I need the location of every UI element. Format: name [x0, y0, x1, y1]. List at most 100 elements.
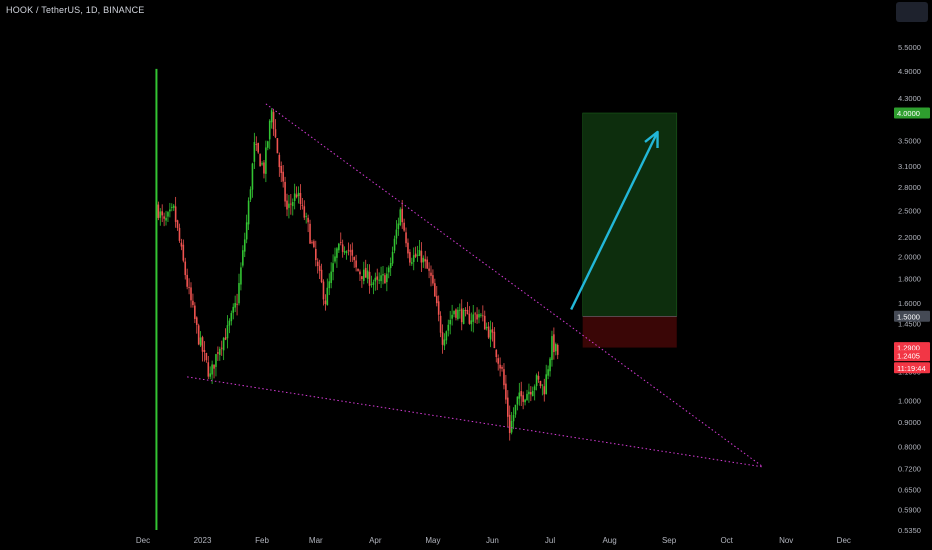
y-tick-label: 1.0000: [898, 396, 921, 405]
x-tick-label: Oct: [720, 536, 733, 545]
candle-body: [336, 248, 338, 258]
candle-body: [232, 306, 235, 313]
candle-body: [451, 314, 453, 319]
candle-body: [462, 309, 465, 324]
candle-body: [280, 166, 283, 174]
candle-body: [286, 200, 288, 210]
candle-body: [326, 287, 329, 306]
candle-body: [217, 352, 219, 354]
candle-body: [282, 171, 284, 182]
price-badge-label: 1.2405: [897, 352, 920, 361]
candle-body: [426, 259, 428, 269]
candle-body: [194, 305, 196, 319]
candle-body: [485, 327, 488, 329]
candle-body: [295, 194, 298, 198]
candle-body: [370, 283, 373, 285]
candle-body: [328, 281, 331, 289]
price-badge-countdown: [894, 362, 930, 374]
candle-body: [507, 397, 509, 417]
candle-body: [197, 325, 200, 345]
candle-body: [499, 364, 501, 369]
candle-body: [297, 192, 300, 196]
y-tick-label: 1.8000: [898, 275, 921, 284]
candle-body: [265, 147, 267, 174]
stop-zone: [582, 316, 677, 348]
candle-body: [435, 295, 438, 304]
candle-body: [457, 309, 459, 319]
candle-body: [476, 314, 478, 320]
candle-body: [428, 268, 430, 271]
candle-body: [270, 110, 273, 123]
candle-body: [412, 255, 415, 262]
candle-body: [464, 309, 467, 311]
candle-body: [284, 181, 286, 202]
candle-body: [391, 251, 394, 264]
candle-body: [169, 209, 171, 212]
candle-body: [188, 286, 190, 288]
price-badge-last: [894, 350, 930, 362]
candle-body: [339, 242, 342, 243]
candle-body: [376, 276, 379, 280]
candle-body: [530, 391, 532, 395]
candle-body: [343, 251, 346, 253]
candle-body: [551, 336, 553, 360]
candle-body: [411, 262, 413, 264]
candle-body: [243, 239, 246, 252]
candle-body: [489, 329, 492, 340]
candle-body: [219, 348, 221, 355]
candle-body: [357, 268, 359, 271]
candle-body: [545, 374, 547, 395]
candle-body: [439, 315, 442, 333]
candle-body: [240, 267, 242, 285]
candle-body: [247, 200, 250, 225]
y-tick-label: 4.9000: [898, 67, 921, 76]
candle-body: [224, 337, 227, 340]
candle-body: [278, 154, 281, 168]
price-badge-entry: [894, 310, 930, 322]
candle-body: [414, 253, 417, 257]
candle-body: [491, 329, 494, 333]
y-tick-label: 0.5350: [898, 526, 921, 535]
candle-body: [516, 396, 519, 405]
candle-body: [460, 308, 463, 323]
candle-body: [399, 209, 402, 225]
candle-body: [226, 325, 229, 339]
candle-body: [374, 277, 377, 282]
candle-body: [307, 217, 309, 223]
candle-body: [393, 238, 396, 251]
x-tick-label: Mar: [309, 536, 323, 545]
candle-body: [487, 326, 490, 338]
x-tick-label: May: [425, 536, 440, 545]
chart-menu-button[interactable]: [896, 2, 928, 22]
candle-body: [495, 349, 498, 357]
candle-body: [318, 265, 321, 271]
candle-body: [472, 314, 475, 322]
candle-body: [483, 315, 486, 330]
y-tick-label: 2.8000: [898, 183, 921, 192]
candle-body: [368, 271, 371, 286]
x-tick-label: Sep: [662, 536, 677, 545]
candle-body: [263, 162, 265, 174]
candle-body: [363, 269, 365, 281]
candle-body: [386, 273, 388, 283]
y-tick-label: 0.7200: [898, 464, 921, 473]
candle-body: [541, 384, 544, 386]
candle-body: [268, 120, 271, 140]
candle-body: [249, 189, 252, 200]
candle-body: [345, 251, 348, 254]
x-tick-label: Dec: [837, 536, 851, 545]
x-tick-label: Apr: [369, 536, 382, 545]
candle-body: [478, 314, 480, 318]
projection-arrow-head: [644, 130, 659, 148]
candle-body: [531, 390, 534, 397]
candle-body: [242, 250, 244, 266]
candle-body: [526, 393, 528, 401]
candle-body: [395, 229, 398, 239]
y-tick-label: 1.4500: [898, 319, 921, 328]
candle-body: [290, 203, 292, 205]
candle-body: [401, 208, 403, 223]
candle-body: [503, 369, 505, 386]
candle-body: [437, 301, 440, 315]
x-tick-label: Feb: [255, 536, 269, 545]
